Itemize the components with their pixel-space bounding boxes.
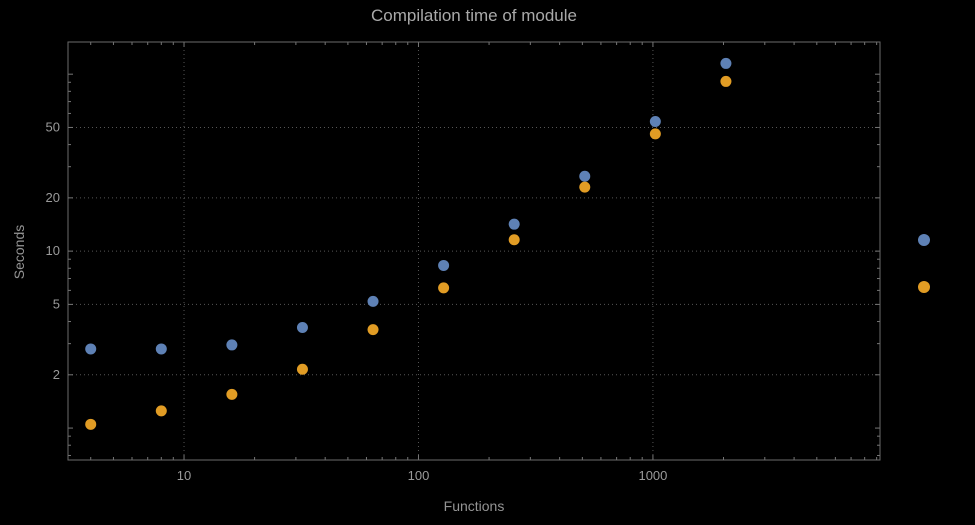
data-point-series-1 [649,116,661,128]
data-point-series-1 [155,343,167,355]
y-tick-label: 50 [46,119,60,134]
data-point-series-2 [296,363,308,375]
plot-frame [67,41,881,461]
chart-title: Compilation time of module [371,6,577,25]
y-tick-label: 5 [53,296,60,311]
legend-marker-series-2 [918,281,930,293]
x-axis-label: Functions [443,498,505,514]
data-point-series-2 [226,388,238,400]
data-point-series-1 [508,218,520,230]
data-point-series-1 [226,339,238,351]
data-point-series-2 [367,324,379,336]
data-point-series-1 [720,57,732,69]
data-point-series-1 [296,322,308,334]
y-axis-label: Seconds [11,224,27,280]
data-point-series-2 [649,128,661,140]
data-point-series-1 [85,343,97,355]
data-point-series-2 [85,418,97,430]
legend-marker-series-1 [918,234,930,246]
data-point-series-2 [155,405,167,417]
y-tick-label: 10 [46,243,60,258]
x-tick-label: 1000 [638,468,667,483]
data-point-series-1 [579,170,591,182]
data-point-series-2 [579,181,591,193]
x-tick-label: 100 [408,468,430,483]
y-tick-label: 2 [53,367,60,382]
x-tick-label: 10 [177,468,191,483]
data-point-series-1 [367,295,379,307]
data-point-series-2 [438,282,450,294]
data-point-series-2 [720,75,732,87]
data-point-series-1 [438,259,450,271]
data-point-series-2 [508,234,520,246]
y-tick-label: 20 [46,190,60,205]
